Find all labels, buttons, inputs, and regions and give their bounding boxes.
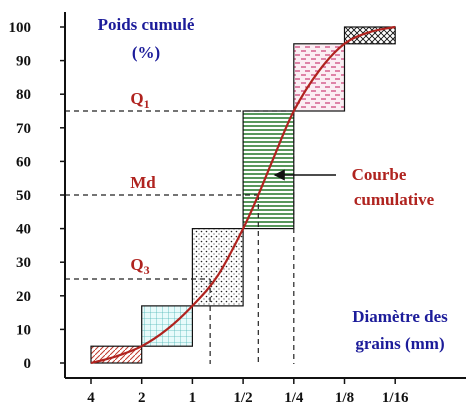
- quantile-label-Q1: Q1: [130, 89, 149, 111]
- quantile-guides: [65, 110, 295, 364]
- y-tick-label-100: 100: [9, 20, 32, 36]
- histogram-bar-5: [293, 43, 346, 112]
- x-tick-label-6: 1/8: [335, 390, 354, 406]
- y-tick-label-20: 20: [16, 289, 31, 305]
- quantile-label-sub-Q1: 1: [144, 97, 150, 111]
- curve-label-line1: Courbe: [352, 165, 407, 184]
- x-tick-label-2: 2: [138, 390, 146, 406]
- curve-label-line2: cumulative: [354, 190, 435, 209]
- x-tick-label-3: 1: [189, 390, 197, 406]
- histogram-bar-3: [191, 228, 244, 307]
- x-tick-label-7: 1/16: [382, 390, 409, 406]
- y-tick-label-0: 0: [24, 356, 32, 372]
- y-tick-label-10: 10: [16, 322, 31, 338]
- y-tick-label-70: 70: [16, 121, 31, 137]
- quantile-label-main-Q3: Q: [130, 255, 143, 274]
- y-axis-title-line2: (%): [132, 43, 160, 62]
- quantile-label-Md: Md: [130, 173, 156, 192]
- x-tick-label-1: 4: [87, 390, 95, 406]
- y-tick-label-60: 60: [16, 154, 31, 170]
- x-axis-title-line1: Diamètre des: [352, 307, 448, 326]
- histogram-bar-2: [141, 305, 193, 347]
- y-tick-label-40: 40: [16, 222, 31, 238]
- x-tick-label-5: 1/4: [284, 390, 304, 406]
- y-tick-label-30: 30: [16, 255, 31, 271]
- cumulative-curve: [90, 25, 396, 365]
- cumulative-curve-layer: [90, 25, 396, 365]
- histogram-layer: [90, 26, 396, 364]
- y-tick-label-90: 90: [16, 54, 31, 70]
- quantile-label-Q3: Q3: [130, 255, 149, 277]
- quantile-label-main-Md: Md: [130, 173, 156, 192]
- y-tick-label-80: 80: [16, 87, 31, 103]
- x-tick-label-4: 1/2: [234, 390, 253, 406]
- quantile-label-sub-Q3: 3: [144, 263, 150, 277]
- histogram-bar-6: [343, 26, 396, 45]
- axes: [60, 12, 466, 384]
- y-tick-label-50: 50: [16, 188, 31, 204]
- chart-text: 0 10 20 30 40 50 60 70 80 90 100 4 2 1 1/2 1/4 1/8 1/16 Po…: [9, 15, 449, 406]
- x-axis-title-line2: grains (mm): [355, 334, 444, 353]
- quantile-label-main-Q1: Q: [130, 89, 143, 108]
- y-axis-title-line1: Poids cumulé: [98, 15, 195, 34]
